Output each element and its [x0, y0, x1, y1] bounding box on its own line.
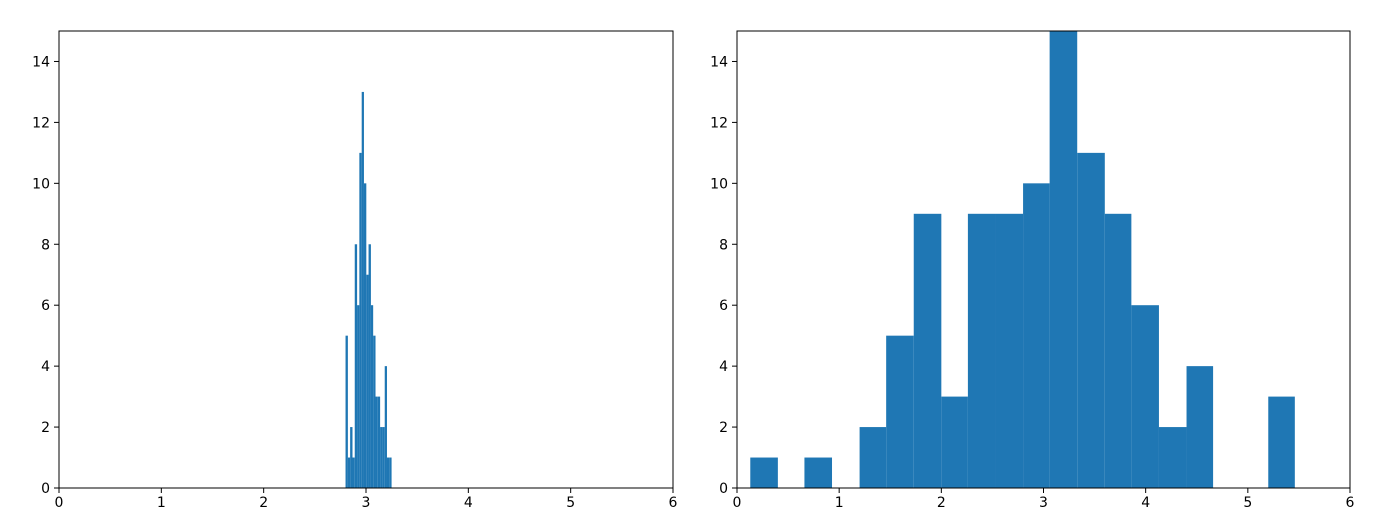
- bar: [1131, 305, 1159, 488]
- bar: [913, 213, 942, 488]
- x-tick-label: 3: [362, 495, 371, 511]
- y-tick-label: 2: [719, 420, 728, 436]
- y-tick-label: 4: [719, 359, 728, 375]
- bar: [363, 183, 367, 488]
- bar: [347, 457, 351, 488]
- bar: [1268, 396, 1295, 488]
- bar: [368, 244, 371, 488]
- bar: [1049, 31, 1078, 488]
- bar: [357, 305, 360, 488]
- bar: [377, 396, 381, 488]
- y-tick-label: 6: [41, 298, 50, 314]
- bar: [361, 91, 364, 488]
- y-tick-label: 4: [41, 359, 50, 375]
- x-tick-label: 4: [1141, 495, 1150, 511]
- x-tick-label: 6: [669, 495, 678, 511]
- y-tick-label: 8: [719, 237, 728, 253]
- bar: [382, 427, 385, 488]
- y-tick-label: 14: [32, 54, 50, 70]
- y-tick-label: 10: [32, 176, 50, 192]
- x-tick-label: 6: [1346, 495, 1355, 511]
- bar: [750, 457, 778, 488]
- bar: [375, 396, 378, 488]
- y-tick-label: 2: [41, 420, 50, 436]
- x-tick-label: 3: [1039, 495, 1048, 511]
- y-tick-label: 14: [710, 54, 728, 70]
- bars: [750, 31, 1295, 488]
- y-tick-label: 6: [719, 298, 728, 314]
- bars: [345, 91, 392, 488]
- x-tick-label: 2: [259, 495, 268, 511]
- bar: [380, 427, 383, 488]
- bar: [389, 457, 392, 488]
- y-tick-label: 12: [710, 115, 728, 131]
- x-tick-label: 1: [157, 495, 166, 511]
- y-tick-label: 12: [32, 115, 50, 131]
- bar: [1077, 152, 1105, 488]
- bar: [359, 152, 362, 488]
- bar: [886, 335, 914, 488]
- bar: [354, 244, 358, 488]
- bar: [1186, 366, 1214, 488]
- y-tick-label: 10: [710, 176, 728, 192]
- y-tick-label: 8: [41, 237, 50, 253]
- bar: [373, 335, 376, 488]
- x-tick-label: 5: [1243, 495, 1252, 511]
- x-tick-label: 4: [464, 495, 473, 511]
- bar: [384, 366, 387, 488]
- y-tick-label: 0: [719, 481, 728, 497]
- bar: [1158, 427, 1187, 488]
- y-tick-label: 0: [41, 481, 50, 497]
- bar: [352, 457, 355, 488]
- bar: [995, 213, 1024, 488]
- bar: [967, 213, 996, 488]
- bar: [386, 457, 390, 488]
- x-tick-label: 1: [835, 495, 844, 511]
- bar: [941, 396, 968, 488]
- bar: [1104, 213, 1132, 488]
- bar: [345, 335, 348, 488]
- bar: [370, 305, 374, 488]
- x-tick-label: 0: [733, 495, 742, 511]
- bar: [1023, 183, 1050, 488]
- bar: [350, 427, 353, 488]
- x-tick-label: 2: [937, 495, 946, 511]
- x-tick-label: 5: [566, 495, 575, 511]
- bar: [804, 457, 833, 488]
- bar: [366, 274, 369, 488]
- bar: [859, 427, 887, 488]
- x-tick-label: 0: [55, 495, 64, 511]
